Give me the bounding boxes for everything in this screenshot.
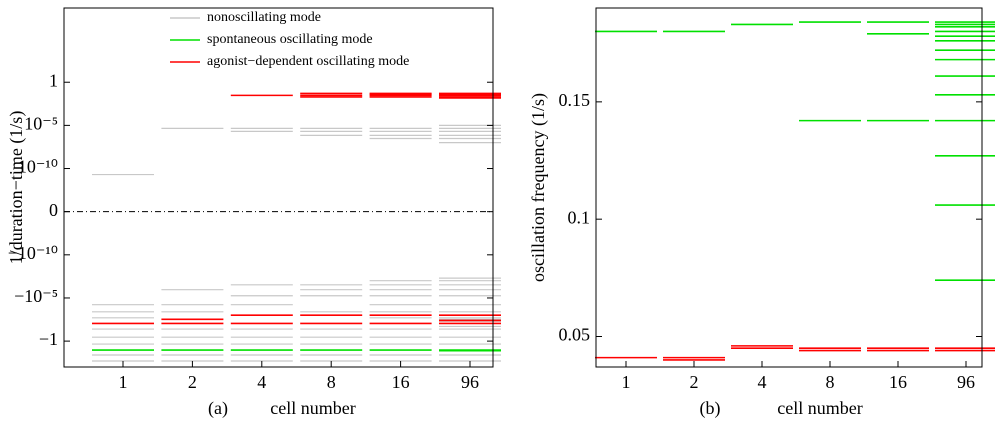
- y-axis-label: oscillation frequency (1/s): [528, 93, 549, 282]
- x-tick-label: 4: [758, 372, 767, 392]
- y-tick-label: 0.05: [559, 325, 591, 345]
- y-tick-label: 0: [49, 200, 58, 220]
- panel-label: (b): [700, 398, 721, 419]
- x-tick-label: 16: [392, 372, 410, 392]
- panel-label: (a): [208, 398, 228, 419]
- y-tick-label: 0.15: [559, 90, 591, 110]
- x-tick-label: 1: [119, 372, 128, 392]
- x-tick-label: 8: [826, 372, 835, 392]
- x-tick-label: 8: [327, 372, 336, 392]
- x-axis-label: cell number: [777, 398, 862, 418]
- x-tick-label: 16: [889, 372, 907, 392]
- x-tick-label: 1: [622, 372, 631, 392]
- y-tick-label: −10⁻¹⁰: [8, 243, 58, 263]
- y-tick-label: 1: [49, 70, 58, 90]
- y-axis-label: 1/duration−time (1/s): [6, 111, 27, 265]
- legend-label: spontaneous oscillating mode: [207, 32, 373, 47]
- y-tick-label: 0.1: [568, 207, 591, 227]
- plot-frame: [63, 7, 494, 368]
- x-tick-label: 2: [690, 372, 699, 392]
- y-tick-label: −1: [39, 329, 58, 349]
- y-tick-label: −10⁻⁵: [14, 286, 58, 306]
- y-tick-label: 10⁻¹⁰: [18, 157, 58, 177]
- legend-label: nonoscillating mode: [207, 10, 321, 25]
- x-tick-label: 4: [257, 372, 266, 392]
- y-tick-label: 10⁻⁵: [24, 114, 58, 134]
- legend-label: agonist−dependent oscillating mode: [207, 54, 409, 69]
- plot-frame: [595, 7, 983, 368]
- x-tick-label: 96: [461, 372, 479, 392]
- x-tick-label: 96: [957, 372, 975, 392]
- x-axis-label: cell number: [270, 398, 355, 418]
- x-tick-label: 2: [188, 372, 197, 392]
